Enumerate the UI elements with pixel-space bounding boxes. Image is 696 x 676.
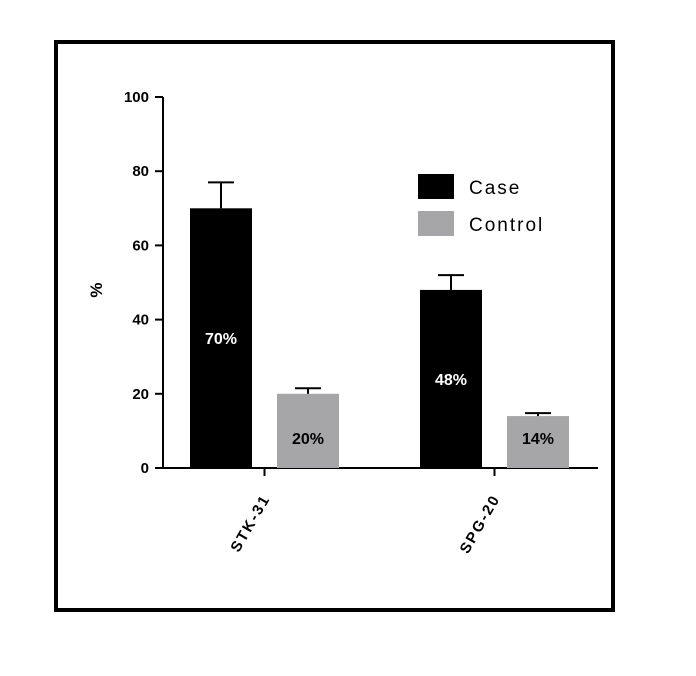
chart-frame	[54, 40, 615, 612]
legend-label: Case	[469, 178, 521, 199]
bar	[190, 208, 252, 469]
y-tick-label: 100	[124, 89, 149, 106]
bar	[507, 416, 569, 468]
legend-label: Control	[469, 215, 544, 236]
y-axis-title: %	[87, 282, 106, 297]
bar	[277, 393, 339, 468]
bar	[420, 289, 482, 468]
legend-swatch	[418, 174, 454, 199]
y-tick-label: 40	[132, 312, 149, 329]
bar-data-label: 14%	[522, 431, 554, 448]
y-tick-label: 80	[132, 163, 149, 180]
legend: Case Control	[418, 174, 544, 236]
bar-data-label: 70%	[205, 331, 237, 348]
category-label: STK-31	[227, 492, 274, 556]
y-tick-label: 0	[141, 460, 149, 477]
bars: 70% 20% 48% 14%	[190, 181, 569, 469]
legend-swatch	[418, 211, 454, 236]
y-tick-label: 60	[132, 237, 149, 254]
bar-data-label: 20%	[292, 431, 324, 448]
category-labels: STK-31 SPG-20	[227, 468, 504, 557]
y-ticks: 0 20 40 60 80 100	[124, 89, 163, 477]
bar-data-label: 48%	[435, 372, 467, 389]
category-label: SPG-20	[457, 492, 504, 557]
y-tick-label: 20	[132, 386, 149, 403]
